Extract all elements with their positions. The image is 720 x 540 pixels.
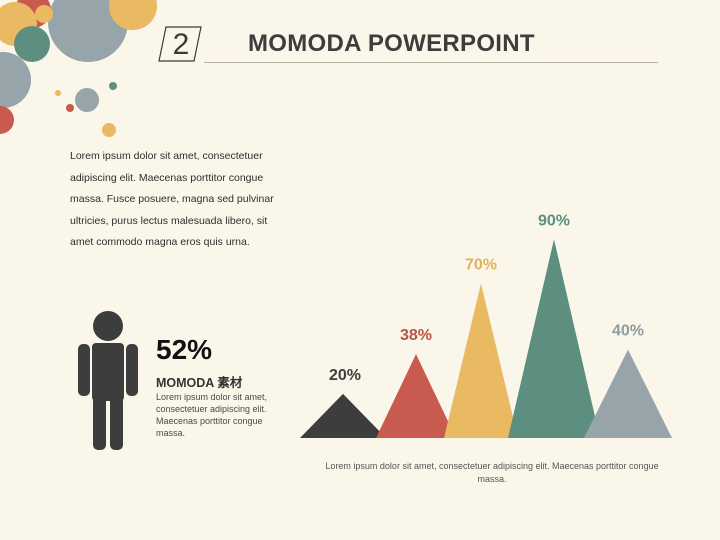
bubble: [66, 104, 74, 112]
bubble: [102, 123, 116, 137]
chart-triangle-4: [508, 239, 600, 438]
bubble: [55, 90, 61, 96]
data-label-3: 70%: [465, 256, 497, 273]
person-icon: [78, 311, 138, 450]
chart-triangle-1: [300, 393, 386, 438]
stat-percent: 52%: [156, 334, 213, 365]
bubble: [48, 0, 128, 62]
chart-triangle-3: [444, 283, 518, 438]
bubble: [0, 52, 31, 108]
bubble: [109, 82, 117, 90]
data-label-5: 40%: [612, 323, 644, 340]
bubble: [75, 88, 99, 112]
page-title: MOMODA POWERPOINT: [248, 30, 535, 57]
bubble: [35, 5, 53, 23]
data-label-1: 20%: [329, 367, 361, 384]
slide-number: 2: [172, 28, 190, 61]
bubble: [109, 0, 157, 30]
stat-description: Lorem ipsum dolor sit amet, consectetuer…: [156, 392, 268, 438]
bubble: [14, 26, 50, 62]
chart-caption: Lorem ipsum dolor sit amet, consectetuer…: [325, 461, 659, 484]
data-label-2: 38%: [400, 327, 432, 344]
bubble: [0, 106, 14, 134]
chart-triangle-2: [376, 354, 456, 438]
chart-triangle-5: [584, 349, 672, 438]
slide-number-frame: [158, 26, 202, 62]
title-divider: [204, 62, 658, 63]
intro-paragraph: Lorem ipsum dolor sit amet, consectetuer…: [70, 150, 274, 248]
stat-title: MOMODA 素材: [156, 376, 243, 390]
data-label-4: 90%: [538, 212, 570, 229]
